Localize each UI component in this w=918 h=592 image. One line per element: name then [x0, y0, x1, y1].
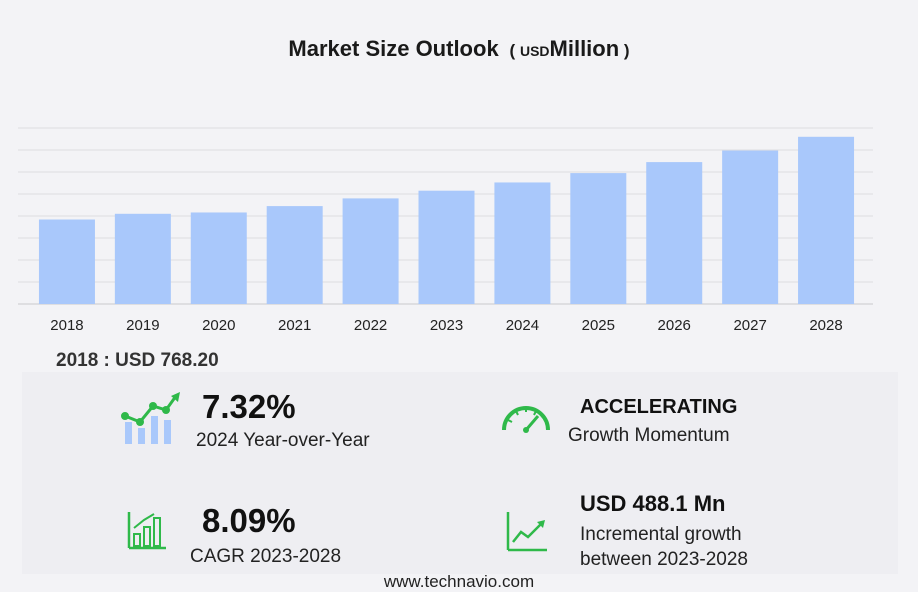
- footer-url: www.technavio.com: [383, 572, 535, 591]
- bar-2027: [722, 150, 779, 304]
- bar-growth-icon: [127, 512, 166, 550]
- bar-2022: [342, 198, 399, 304]
- bar-2018: [38, 219, 95, 304]
- x-tick-label: 2020: [202, 317, 235, 334]
- growth-chart-icon: [121, 392, 180, 444]
- cagr-value: 8.09%: [202, 502, 296, 539]
- base-year-value: 2018 : USD 768.20: [56, 350, 219, 371]
- bar-2023: [418, 190, 475, 304]
- bar-2020: [190, 212, 247, 304]
- bar-2028: [798, 136, 855, 304]
- momentum-label: Growth Momentum: [568, 425, 730, 446]
- chart-title: Market Size Outlook ( USDMillion ): [0, 36, 918, 62]
- x-tick-label: 2022: [354, 317, 387, 334]
- cagr-label: CAGR 2023-2028: [190, 546, 342, 567]
- trend-line-icon: [506, 512, 547, 552]
- title-unit: ( USDMillion ): [509, 36, 630, 61]
- title-main: Market Size Outlook: [288, 36, 499, 61]
- x-tick-label: 2024: [506, 317, 539, 334]
- x-tick-label: 2018: [50, 317, 83, 334]
- yoy-label: 2024 Year-over-Year: [196, 430, 370, 451]
- speedometer-icon: [502, 406, 550, 433]
- x-tick-label: 2023: [430, 317, 463, 334]
- bar-2021: [266, 206, 323, 304]
- bar-2026: [646, 162, 703, 304]
- yoy-value: 7.32%: [202, 388, 296, 425]
- x-tick-label: 2028: [809, 317, 842, 334]
- x-tick-label: 2021: [278, 317, 311, 334]
- incremental-line1: Incremental growth: [580, 524, 742, 545]
- incremental-value: USD 488.1 Mn: [580, 491, 726, 516]
- momentum-value: ACCELERATING: [580, 396, 738, 418]
- bar-2024: [494, 182, 551, 304]
- bar-2019: [114, 213, 171, 304]
- x-tick-label: 2025: [582, 317, 615, 334]
- bar-chart: 2018 2019 2020 2021 2022 2023 2024 2025 2026 2027…: [18, 127, 873, 334]
- x-tick-label: 2019: [126, 317, 159, 334]
- incremental-line2: between 2023-2028: [580, 549, 748, 570]
- x-tick-label: 2026: [658, 317, 691, 334]
- x-tick-label: 2027: [733, 317, 766, 334]
- bar-2025: [570, 173, 627, 304]
